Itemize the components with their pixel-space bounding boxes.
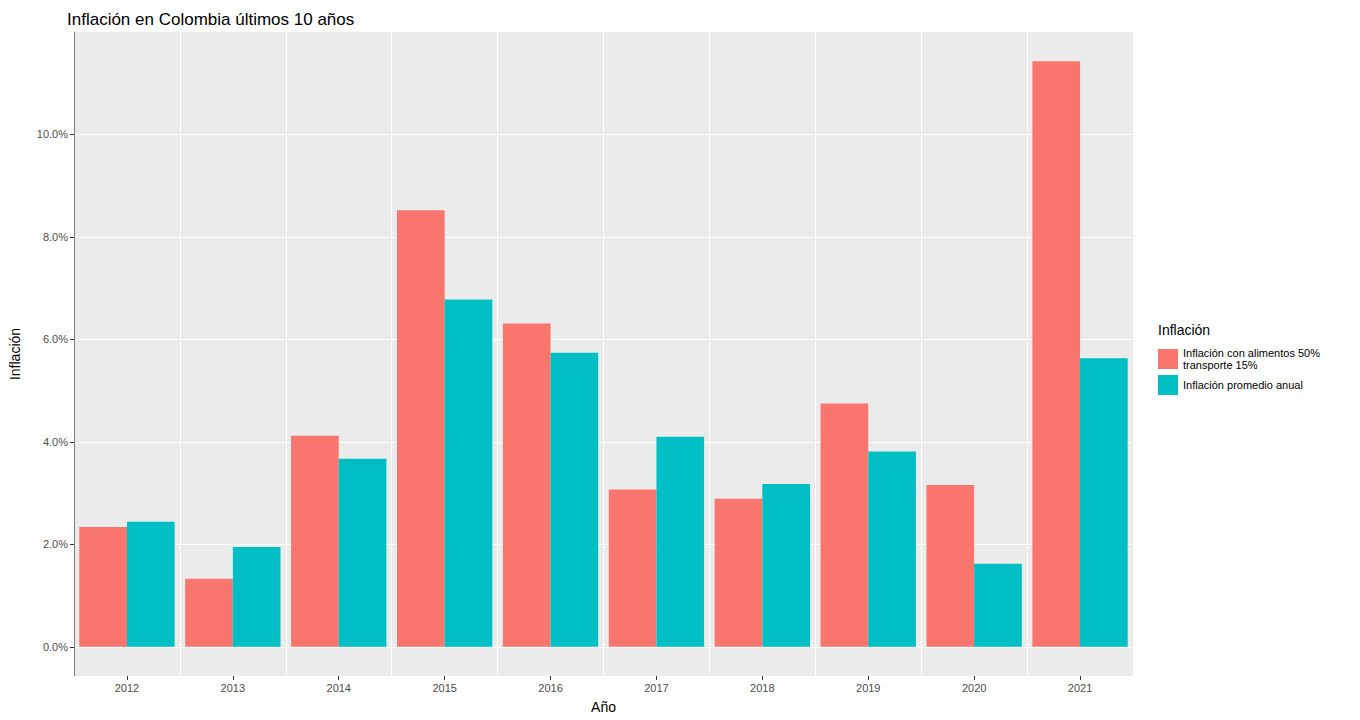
svg-text:Año: Año — [591, 699, 616, 715]
svg-text:transporte 15%: transporte 15% — [1183, 359, 1258, 371]
svg-text:Inflación promedio anual: Inflación promedio anual — [1183, 379, 1303, 391]
svg-text:0.0%: 0.0% — [43, 641, 68, 653]
svg-text:6.0%: 6.0% — [43, 333, 68, 345]
svg-text:2012: 2012 — [115, 682, 139, 694]
svg-text:2021: 2021 — [1068, 682, 1092, 694]
svg-text:10.0%: 10.0% — [37, 128, 68, 140]
svg-text:2018: 2018 — [750, 682, 774, 694]
svg-text:Inflación: Inflación — [1158, 322, 1210, 338]
svg-text:Inflación: Inflación — [7, 328, 23, 380]
svg-text:2015: 2015 — [432, 682, 456, 694]
svg-text:2016: 2016 — [538, 682, 562, 694]
svg-text:2019: 2019 — [856, 682, 880, 694]
svg-text:2.0%: 2.0% — [43, 538, 68, 550]
svg-text:2013: 2013 — [221, 682, 245, 694]
svg-text:Inflación con alimentos 50%: Inflación con alimentos 50% — [1183, 347, 1320, 359]
svg-text:2014: 2014 — [327, 682, 351, 694]
svg-text:8.0%: 8.0% — [43, 231, 68, 243]
svg-text:2017: 2017 — [644, 682, 668, 694]
svg-text:Inflación en Colombia últimos: Inflación en Colombia últimos 10 años — [67, 10, 354, 29]
svg-text:2020: 2020 — [962, 682, 986, 694]
svg-text:4.0%: 4.0% — [43, 436, 68, 448]
